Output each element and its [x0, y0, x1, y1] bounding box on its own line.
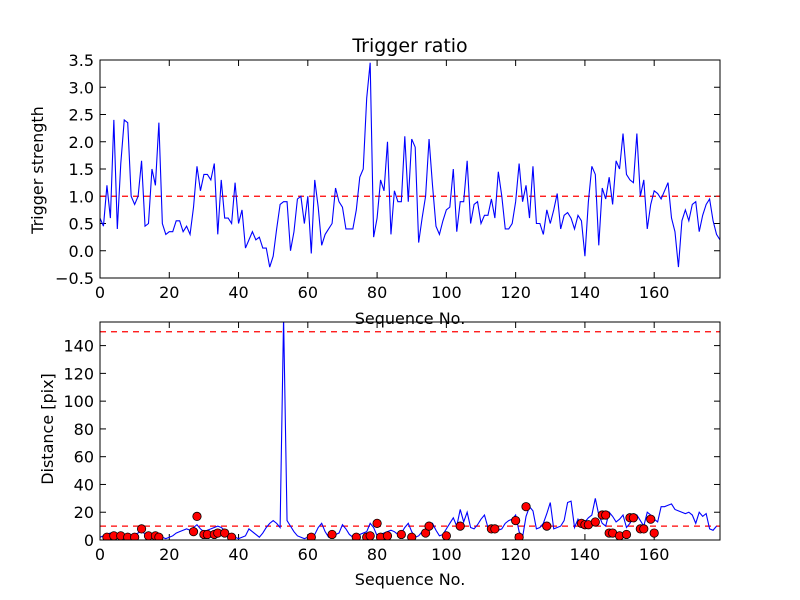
- top-y-tick-label: 3.0: [69, 78, 94, 97]
- trigger-marker: [490, 524, 500, 534]
- trigger-marker: [192, 511, 202, 521]
- bottom-x-tick-label: 0: [95, 545, 105, 564]
- top-y-tick-label: 1.0: [69, 187, 94, 206]
- top-axes-frame: [99, 59, 721, 279]
- trigger-marker: [521, 502, 531, 512]
- trigger-marker: [514, 532, 524, 540]
- trigger-marker: [136, 524, 147, 534]
- trigger-marker: [441, 531, 451, 540]
- trigger-marker: [621, 529, 632, 540]
- trigger-marker: [455, 521, 465, 531]
- distance-panel: Sequence No. Distance [pix] 0 20 40 60 80 100…: [38, 321, 721, 589]
- x-axis-label-top: Sequence No.: [355, 309, 466, 328]
- trigger-marker: [327, 529, 337, 540]
- bottom-x-tick-label: 100: [431, 545, 462, 564]
- x-axis-label-bottom: Sequence No.: [355, 570, 466, 589]
- top-x-tick-label: 80: [367, 283, 387, 302]
- top-y-tick-label: 2.0: [69, 133, 94, 152]
- top-x-tick-label: 40: [228, 283, 248, 302]
- trigger-marker: [220, 528, 230, 538]
- bottom-x-tick-label: 160: [639, 545, 670, 564]
- top-y-tick-label: −0.5: [55, 269, 94, 288]
- bottom-y-tick-label: 100: [63, 392, 94, 411]
- trigger-marker: [396, 529, 406, 540]
- top-x-tick-label: 0: [95, 283, 105, 302]
- bottom-axis-ticks: 0 20 40 60 80 100 120 140 160 0 20 40 60 80 100 120 140: [63, 322, 720, 564]
- top-x-tick-label: 60: [298, 283, 318, 302]
- trigger-marker: [542, 521, 552, 531]
- trigger-ratio-panel: Trigger ratio Sequence No. Trigger stren…: [28, 35, 721, 328]
- bottom-y-tick-label: 20: [74, 503, 94, 522]
- top-x-tick-label: 20: [159, 283, 179, 302]
- top-x-tick-label: 120: [500, 283, 531, 302]
- top-y-tick-label: 2.5: [69, 106, 94, 125]
- trigger-marker: [188, 527, 199, 537]
- bottom-x-tick-label: 20: [159, 545, 179, 564]
- bottom-x-tick-label: 60: [298, 545, 318, 564]
- trigger-marker: [511, 515, 521, 526]
- bottom-y-tick-label: 80: [74, 420, 94, 439]
- bottom-y-tick-label: 120: [63, 364, 94, 383]
- trigger-marker: [382, 531, 393, 540]
- trigger-marker: [590, 517, 600, 527]
- trigger-marker: [351, 532, 361, 540]
- top-x-tick-label: 160: [639, 283, 670, 302]
- top-y-tick-label: 1.5: [69, 160, 94, 179]
- top-x-tick-label: 140: [570, 283, 601, 302]
- top-plot-area: [100, 62, 720, 268]
- top-y-tick-label: 3.5: [69, 51, 94, 70]
- top-y-tick-label: 0.5: [69, 215, 94, 234]
- top-y-tick-label: 0.0: [69, 242, 94, 261]
- trigger-marker: [130, 532, 140, 540]
- top-x-tick-label: 100: [431, 283, 462, 302]
- y-axis-label-bottom: Distance [pix]: [38, 373, 57, 485]
- bottom-series-line: [100, 322, 717, 540]
- trigger-marker: [424, 521, 434, 531]
- trigger-marker: [649, 528, 659, 538]
- bottom-x-tick-label: 80: [367, 545, 387, 564]
- bottom-x-tick-label: 140: [570, 545, 601, 564]
- bottom-y-tick-label: 140: [63, 337, 94, 356]
- bottom-plot-area: [100, 322, 720, 540]
- top-axis-ticks: 0 20 40 60 80 100 120 140 160 −0.5 0.0 0.5 1.0 1.5 2.0…: [55, 51, 720, 302]
- bottom-x-tick-label: 120: [500, 545, 531, 564]
- bottom-x-tick-label: 40: [228, 545, 248, 564]
- bottom-axes-frame: [99, 321, 721, 541]
- y-axis-label-top: Trigger strength: [28, 106, 47, 235]
- bottom-y-tick-label: 0: [84, 531, 94, 550]
- trigger-marker: [154, 532, 164, 540]
- trigger-marker: [372, 518, 382, 528]
- trigger-marker: [306, 532, 316, 540]
- chart-title: Trigger ratio: [351, 35, 467, 57]
- trigger-marker: [407, 532, 417, 540]
- trigger-marker: [601, 510, 611, 520]
- trigger-marker: [639, 524, 649, 534]
- trigger-marker: [646, 514, 656, 524]
- trigger-marker: [628, 513, 639, 523]
- trigger-marker: [227, 532, 237, 540]
- bottom-y-tick-label: 60: [74, 448, 94, 467]
- trigger-marker: [365, 531, 375, 540]
- bottom-y-tick-label: 40: [74, 475, 94, 494]
- top-series-line: [100, 62, 720, 268]
